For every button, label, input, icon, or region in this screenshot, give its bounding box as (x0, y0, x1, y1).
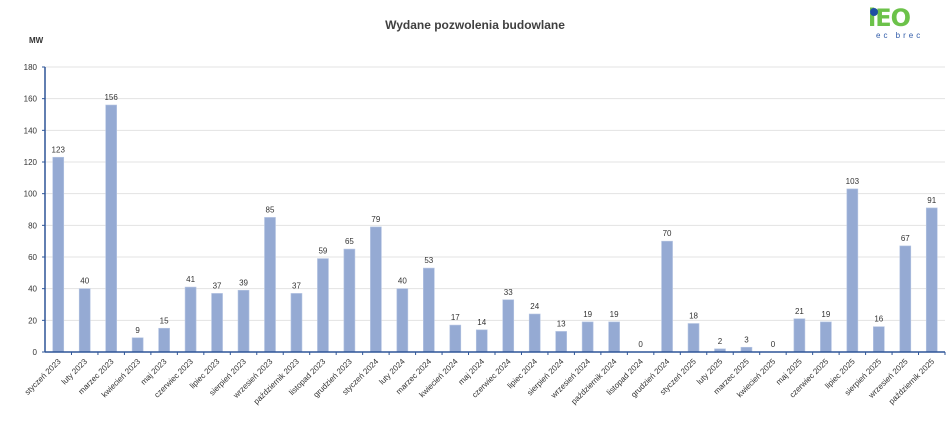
bar (290, 293, 303, 353)
y-tick-label: 140 (24, 126, 38, 135)
data-label: 79 (371, 215, 380, 224)
data-label: 19 (583, 310, 592, 319)
data-label: 13 (557, 319, 566, 328)
bar (661, 240, 673, 353)
data-label: 3 (744, 335, 749, 344)
bar (899, 245, 912, 353)
bar (423, 267, 435, 353)
bar (396, 288, 409, 353)
data-label: 33 (504, 288, 513, 297)
data-label: 37 (213, 281, 222, 290)
x-category-label: październik 2025 (887, 357, 937, 407)
data-label: 123 (52, 145, 66, 154)
data-label: 59 (318, 247, 327, 256)
data-label: 18 (689, 312, 698, 321)
bar (555, 331, 567, 353)
bar (793, 318, 806, 353)
data-label: 67 (901, 234, 910, 243)
data-label: 24 (530, 302, 539, 311)
y-tick-label: 40 (28, 285, 37, 294)
ieo-logo: iEO ec brec (866, 4, 930, 44)
data-label: 41 (186, 275, 195, 284)
data-label: 17 (451, 313, 460, 322)
y-tick-label: 20 (28, 316, 37, 325)
x-category-label: styczeń 2023 (23, 357, 63, 397)
bar (52, 156, 65, 353)
data-label: 70 (663, 229, 672, 238)
bar (846, 188, 859, 353)
bar (237, 289, 250, 353)
bar (449, 324, 462, 353)
bar (105, 104, 117, 353)
data-label: 103 (846, 177, 860, 186)
data-label: 14 (477, 318, 486, 327)
data-label: 39 (239, 278, 248, 287)
data-label: 40 (398, 277, 407, 286)
y-axis-unit-label: MW (29, 36, 44, 45)
bar (502, 299, 515, 353)
bar (158, 327, 170, 353)
logo-subtitle: ec brec (876, 31, 924, 40)
y-tick-label: 120 (24, 158, 38, 167)
bar (873, 326, 885, 353)
data-label: 15 (160, 316, 169, 325)
y-tick-label: 100 (24, 190, 38, 199)
x-category-label: październik 2024 (569, 357, 619, 407)
chart-title: Wydane pozwolenia budowlane (385, 18, 565, 32)
bar (608, 321, 620, 353)
data-label: 2 (718, 337, 723, 346)
bar (475, 329, 488, 353)
data-label: 65 (345, 237, 354, 246)
bar (820, 321, 832, 353)
data-label: 19 (821, 310, 830, 319)
data-label: 91 (927, 196, 936, 205)
data-label: 156 (104, 93, 118, 102)
data-label: 37 (292, 281, 301, 290)
bar (370, 226, 382, 353)
bar (131, 337, 144, 353)
data-label: 53 (424, 256, 433, 265)
data-label: 9 (135, 326, 140, 335)
bar (317, 258, 329, 353)
x-category-label: październik 2023 (252, 357, 302, 407)
data-label: 21 (795, 307, 804, 316)
y-tick-label: 0 (33, 348, 38, 357)
data-label: 85 (266, 205, 275, 214)
bar (343, 248, 356, 353)
y-tick-label: 80 (28, 221, 37, 230)
data-label: 0 (638, 340, 643, 349)
bar (687, 323, 700, 353)
y-tick-label: 180 (24, 63, 38, 72)
data-label: 40 (80, 277, 89, 286)
data-label: 16 (874, 315, 883, 324)
data-label: 19 (610, 310, 619, 319)
y-tick-label: 160 (24, 95, 38, 104)
bar (528, 313, 541, 353)
bar (184, 286, 197, 353)
data-label: 0 (771, 340, 776, 349)
bar (581, 321, 594, 353)
bar (211, 293, 223, 353)
bar (925, 207, 938, 353)
bar (78, 288, 91, 353)
y-tick-label: 60 (28, 253, 37, 262)
bar (264, 217, 276, 353)
logo-dot-icon (870, 8, 878, 16)
